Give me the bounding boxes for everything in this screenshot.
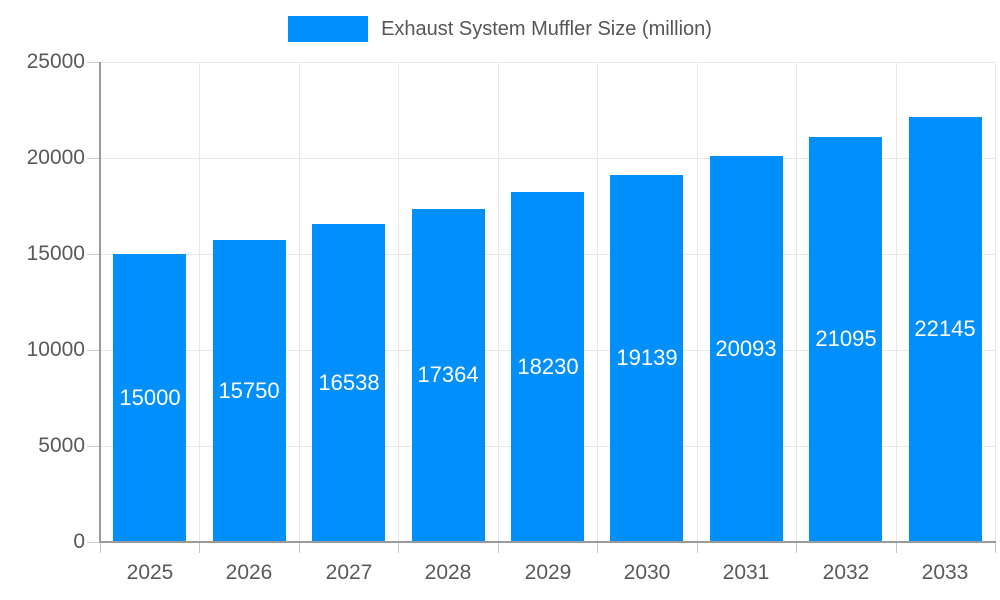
x-gridline — [398, 62, 399, 542]
x-tick-label: 2025 — [126, 561, 174, 584]
x-tick-label: 2030 — [623, 561, 671, 584]
bar-value-label: 20093 — [715, 336, 777, 361]
y-gridline — [100, 158, 995, 159]
x-tick-label: 2027 — [325, 561, 373, 584]
x-axis-tick — [100, 542, 101, 553]
x-axis-tick — [995, 542, 996, 553]
legend-swatch-icon — [288, 16, 369, 42]
x-gridline — [597, 62, 598, 542]
bar — [610, 175, 683, 541]
x-tick-label: 2029 — [524, 561, 572, 584]
legend-label: Exhaust System Muffler Size (million) — [381, 17, 712, 40]
y-axis-tick — [87, 350, 100, 351]
bar-value-label: 18230 — [517, 354, 579, 379]
y-tick-label: 25000 — [26, 50, 85, 73]
y-axis-tick — [87, 542, 100, 543]
x-gridline — [896, 62, 897, 542]
x-axis-tick — [498, 542, 499, 553]
y-axis-tick — [87, 158, 100, 159]
x-axis-tick — [597, 542, 598, 553]
x-tick-label: 2031 — [722, 561, 770, 584]
x-axis-tick — [796, 542, 797, 553]
bar-value-label: 16538 — [318, 370, 380, 395]
bar-value-label: 21095 — [815, 326, 877, 351]
bar — [909, 117, 982, 541]
y-axis-tick — [87, 62, 100, 63]
legend-item-muffler-size[interactable]: Exhaust System Muffler Size (million) — [288, 16, 712, 42]
y-tick-label: 5000 — [38, 434, 85, 457]
x-axis-tick — [697, 542, 698, 553]
y-tick-label: 10000 — [26, 338, 85, 361]
bar — [511, 192, 584, 541]
y-axis-tick — [87, 254, 100, 255]
bar — [213, 240, 286, 541]
x-tick-label: 2028 — [424, 561, 472, 584]
x-axis-tick — [896, 542, 897, 553]
bar-value-label: 19139 — [616, 345, 678, 370]
bar — [809, 137, 882, 541]
x-tick-label: 2033 — [921, 561, 969, 584]
x-tick-label: 2026 — [225, 561, 273, 584]
chart-legend: Exhaust System Muffler Size (million) — [0, 0, 1000, 58]
bar — [710, 156, 783, 541]
x-gridline — [498, 62, 499, 542]
x-gridline — [299, 62, 300, 542]
bar-value-label: 15000 — [119, 385, 181, 410]
x-tick-label: 2032 — [822, 561, 870, 584]
x-gridline — [199, 62, 200, 542]
x-axis-line — [99, 541, 996, 543]
bar — [312, 224, 385, 541]
y-axis-tick — [87, 446, 100, 447]
x-axis-tick — [199, 542, 200, 553]
bar — [412, 209, 485, 541]
x-gridline — [796, 62, 797, 542]
bar — [113, 254, 186, 541]
x-gridline — [995, 62, 996, 542]
y-gridline — [100, 62, 995, 63]
x-axis-tick — [398, 542, 399, 553]
y-tick-label: 15000 — [26, 242, 85, 265]
y-tick-label: 0 — [73, 530, 85, 553]
x-axis-tick — [299, 542, 300, 553]
y-axis-line — [99, 62, 101, 542]
bar-value-label: 15750 — [218, 378, 280, 403]
y-tick-label: 20000 — [26, 146, 85, 169]
bar-value-label: 17364 — [417, 362, 479, 387]
x-gridline — [697, 62, 698, 542]
bar-value-label: 22145 — [914, 316, 976, 341]
